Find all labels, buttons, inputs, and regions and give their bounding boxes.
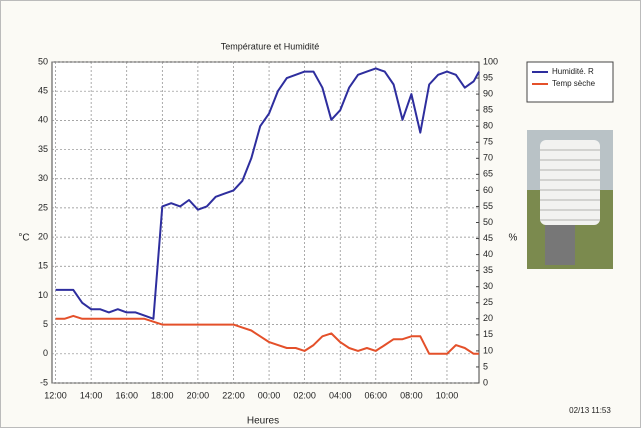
y2-tick-label: 65 <box>483 169 493 179</box>
x-tick-label: 16:00 <box>115 390 138 400</box>
y-axis-label: °C <box>18 233 29 244</box>
y2-tick-label: 25 <box>483 297 493 307</box>
y2-tick-label: 5 <box>483 361 488 371</box>
timestamp: 02/13 11:53 <box>569 406 611 415</box>
y-tick-label: 50 <box>38 56 48 66</box>
chart-title: Température et Humidité <box>221 41 320 51</box>
x-tick-label: 14:00 <box>80 390 103 400</box>
x-tick-label: 04:00 <box>329 390 352 400</box>
y2-tick-label: 85 <box>483 105 493 115</box>
y2-tick-label: 45 <box>483 233 493 243</box>
x-tick-label: 10:00 <box>436 390 459 400</box>
y-tick-label: 30 <box>38 173 48 183</box>
y2-tick-label: 50 <box>483 217 493 227</box>
y-tick-label: 40 <box>38 115 48 125</box>
y2-tick-label: 55 <box>483 201 493 211</box>
y2-tick-label: 20 <box>483 313 493 323</box>
x-tick-label: 06:00 <box>365 390 388 400</box>
series-line <box>55 67 480 320</box>
y-tick-label: 25 <box>38 202 48 212</box>
legend-label: Temp sèche <box>552 79 596 88</box>
y-tick-label: 5 <box>43 319 48 329</box>
y2-tick-label: 90 <box>483 88 493 98</box>
y2-tick-label: 0 <box>483 377 488 387</box>
y2-tick-label: 75 <box>483 137 493 147</box>
y2-tick-label: 35 <box>483 265 493 275</box>
y-tick-label: 0 <box>43 348 48 358</box>
legend-box <box>526 61 614 103</box>
y-tick-label: 45 <box>38 86 48 96</box>
y2-tick-label: 95 <box>483 72 493 82</box>
x-tick-label: 00:00 <box>258 390 281 400</box>
legend-label: Humidité. R <box>552 67 594 76</box>
y2-tick-label: 15 <box>483 329 493 339</box>
y2-tick-label: 70 <box>483 153 493 163</box>
y2-tick-label: 40 <box>483 249 493 259</box>
plot-area <box>51 61 480 384</box>
x-tick-label: 12:00 <box>44 390 67 400</box>
sensor-photo <box>527 130 613 269</box>
y2-tick-label: 80 <box>483 121 493 131</box>
y2-axis-label: % <box>509 233 518 244</box>
x-tick-label: 18:00 <box>151 390 174 400</box>
y2-tick-label: 10 <box>483 345 493 355</box>
y-tick-label: 15 <box>38 261 48 271</box>
y2-tick-label: 30 <box>483 281 493 291</box>
y-tick-label: 20 <box>38 231 48 241</box>
x-axis-label: Heures <box>247 416 279 427</box>
series-line <box>55 314 479 355</box>
y-tick-label: 10 <box>38 290 48 300</box>
x-tick-label: 20:00 <box>187 390 210 400</box>
y-tick-label: -5 <box>40 377 48 387</box>
x-tick-label: 08:00 <box>400 390 423 400</box>
y2-tick-label: 100 <box>483 56 498 66</box>
x-tick-label: 02:00 <box>293 390 316 400</box>
x-tick-label: 22:00 <box>222 390 245 400</box>
y-tick-label: 35 <box>38 144 48 154</box>
y2-tick-label: 60 <box>483 185 493 195</box>
